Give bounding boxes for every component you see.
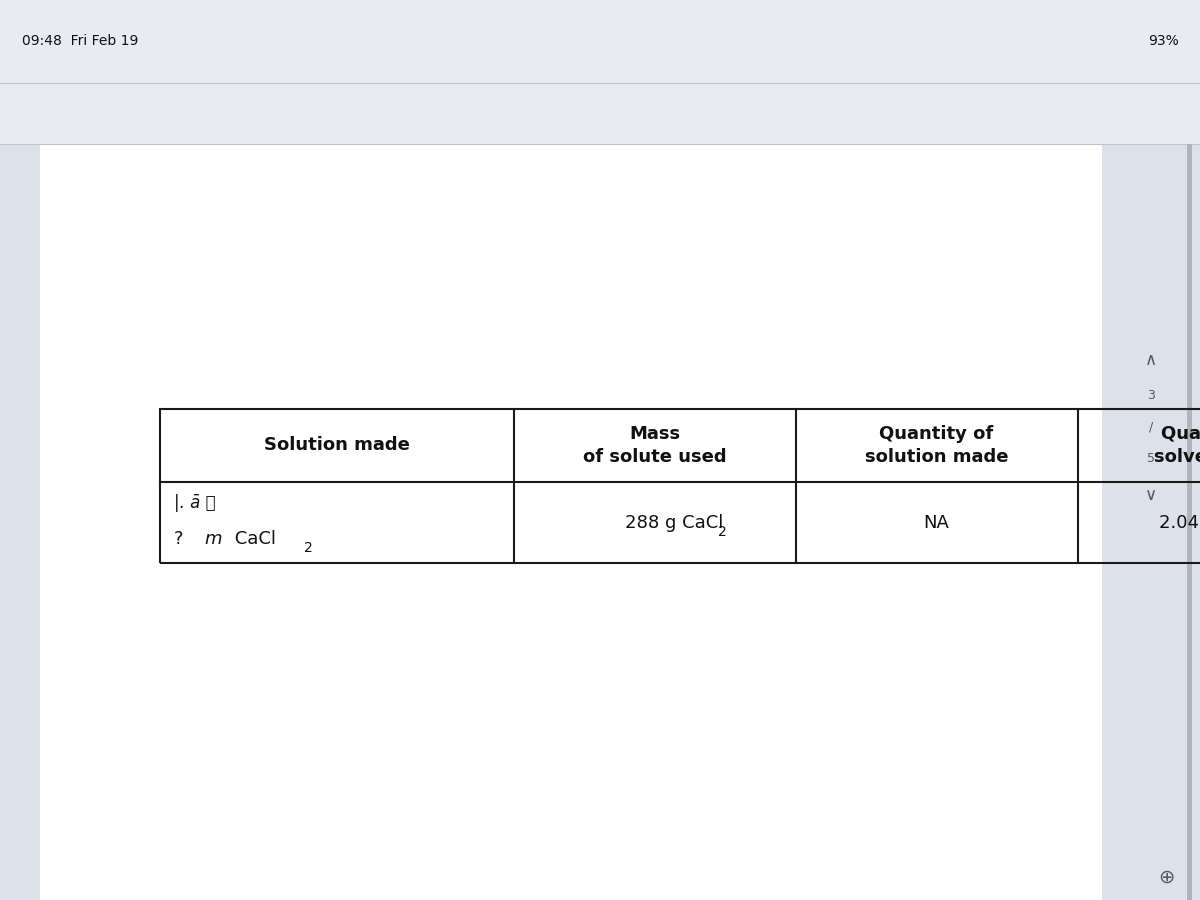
- Text: NA: NA: [924, 514, 949, 532]
- Bar: [1188, 144, 1193, 900]
- Text: 2.04 kg H: 2.04 kg H: [1159, 514, 1200, 532]
- Text: CaCl: CaCl: [229, 530, 276, 548]
- Text: /: /: [1148, 421, 1153, 434]
- FancyBboxPatch shape: [1102, 144, 1200, 900]
- Text: Quantity of
solvent used: Quantity of solvent used: [1154, 425, 1200, 466]
- Text: 93%: 93%: [1147, 34, 1178, 49]
- Text: ?: ?: [174, 530, 190, 548]
- Text: 5: 5: [1147, 453, 1154, 465]
- Bar: [160, 409, 1200, 563]
- Text: ⊕: ⊕: [1158, 868, 1175, 887]
- Text: m: m: [204, 530, 222, 548]
- Text: Solution made: Solution made: [264, 436, 409, 454]
- Text: Mass
of solute used: Mass of solute used: [583, 425, 726, 466]
- FancyBboxPatch shape: [0, 144, 40, 900]
- Text: ∨: ∨: [1145, 486, 1157, 504]
- FancyBboxPatch shape: [40, 144, 1102, 900]
- FancyBboxPatch shape: [0, 83, 1200, 144]
- Text: 2: 2: [718, 525, 727, 539]
- Text: 3: 3: [1147, 390, 1154, 402]
- Text: ∧: ∧: [1145, 351, 1157, 369]
- FancyBboxPatch shape: [0, 0, 1200, 83]
- Text: |. ā ⃥: |. ā ⃥: [174, 494, 216, 512]
- Text: 288 g CaCl: 288 g CaCl: [624, 514, 722, 532]
- Text: 09:48  Fri Feb 19: 09:48 Fri Feb 19: [22, 34, 138, 49]
- Text: 2: 2: [304, 541, 312, 555]
- Text: Quantity of
solution made: Quantity of solution made: [865, 425, 1008, 466]
